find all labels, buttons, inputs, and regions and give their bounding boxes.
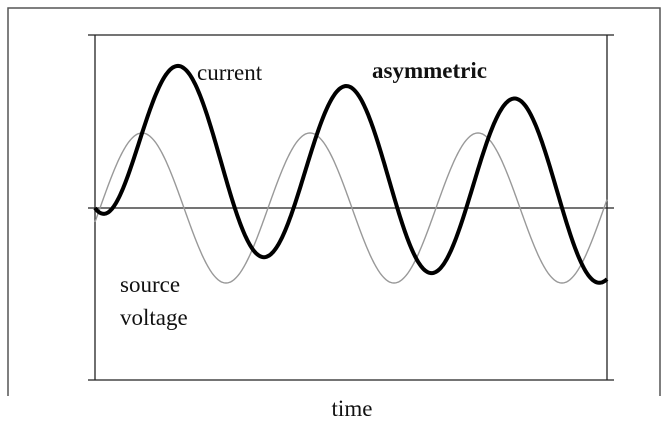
current-wave [93, 63, 609, 285]
plot-box [88, 34, 614, 381]
voltage-label: voltage [120, 305, 188, 330]
outer-frame [7, 7, 661, 396]
voltage-wave [94, 132, 608, 284]
x-axis-label: time [332, 396, 373, 421]
source-label: source [120, 272, 180, 297]
current-label: current [197, 60, 263, 85]
title: asymmetric [372, 58, 487, 83]
